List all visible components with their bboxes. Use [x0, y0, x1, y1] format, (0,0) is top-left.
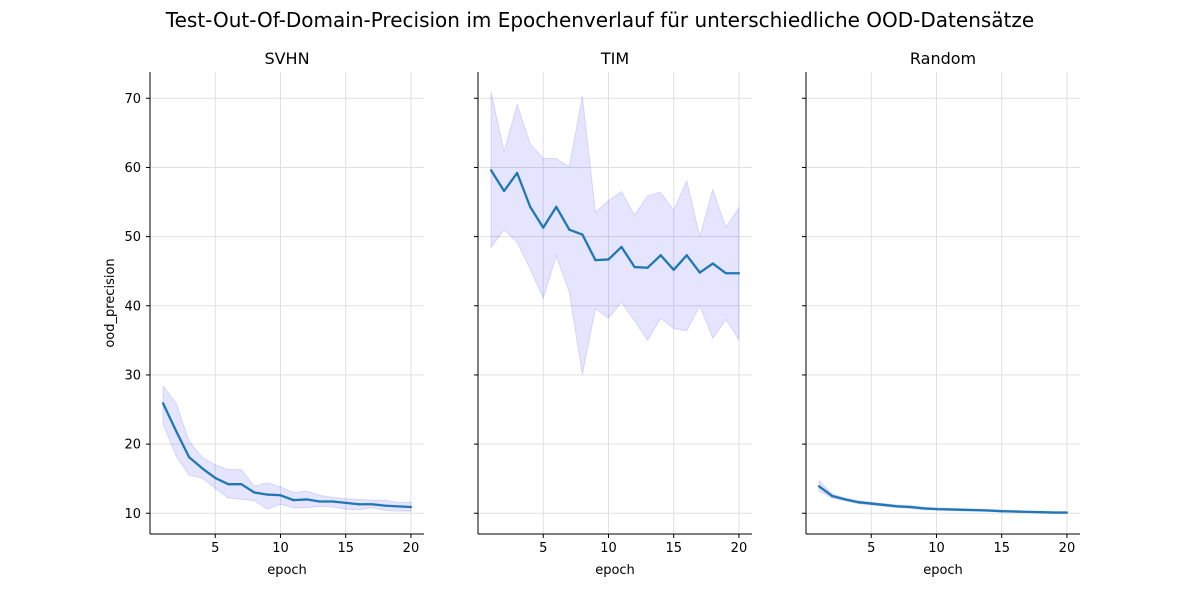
- data-point: [516, 171, 519, 175]
- data-point: [1065, 511, 1069, 514]
- x-tick-label: 10: [928, 541, 945, 556]
- data-point: [607, 258, 610, 261]
- data-point: [529, 205, 532, 208]
- series-line: [490, 169, 739, 275]
- data-point: [857, 501, 860, 504]
- data-point: [542, 226, 545, 229]
- data-point: [737, 272, 741, 275]
- x-tick-label: 5: [211, 541, 219, 556]
- x-axis-label: epoch: [595, 563, 635, 578]
- data-point: [331, 500, 334, 503]
- data-point: [292, 499, 295, 502]
- data-point: [844, 498, 847, 501]
- x-tick-label: 20: [1059, 541, 1076, 556]
- data-point: [633, 265, 636, 269]
- data-point: [161, 402, 165, 405]
- data-point: [883, 503, 886, 507]
- data-point: [568, 228, 571, 231]
- data-point: [830, 494, 834, 498]
- data-point: [620, 245, 623, 249]
- x-tick-label: 10: [272, 541, 289, 556]
- y-tick-label: 60: [124, 161, 141, 176]
- y-axis-label: ood_precision: [103, 258, 118, 347]
- data-point: [685, 254, 688, 257]
- data-point: [214, 476, 217, 480]
- data-point: [646, 266, 649, 269]
- data-point: [253, 491, 256, 494]
- y-tick-label: 30: [124, 368, 141, 383]
- data-point: [1026, 510, 1029, 513]
- panel-random: 5 10 15 20 Random epoch: [802, 49, 1080, 578]
- data-point: [502, 189, 506, 193]
- y-tick-label: 20: [124, 438, 141, 453]
- data-point: [724, 272, 728, 275]
- data-point: [1000, 510, 1003, 513]
- panel-title: TIM: [600, 49, 629, 68]
- panel-title: SVHN: [264, 49, 309, 68]
- data-point: [240, 483, 243, 486]
- data-point: [555, 205, 558, 208]
- data-point: [817, 485, 821, 488]
- data-point: [1039, 511, 1042, 514]
- data-point: [318, 500, 321, 503]
- data-point: [1013, 510, 1016, 513]
- data-point: [581, 233, 584, 236]
- data-point: [266, 493, 269, 496]
- x-axis-label: epoch: [267, 563, 307, 578]
- x-tick-label: 5: [867, 541, 875, 556]
- data-point: [489, 169, 493, 172]
- data-point: [870, 502, 873, 505]
- data-point: [987, 509, 990, 512]
- data-point: [909, 505, 912, 509]
- panel-tim: 5 10 15 20 TIM epoch: [474, 49, 752, 578]
- data-point: [594, 259, 597, 262]
- x-tick-label: 15: [993, 541, 1010, 556]
- x-axis-label: epoch: [923, 563, 963, 578]
- data-point: [305, 498, 308, 501]
- data-point: [279, 494, 282, 497]
- data-point: [1052, 511, 1056, 514]
- x-tick-label: 20: [403, 541, 420, 556]
- series-line: [162, 402, 412, 509]
- panel-svhn: 5 10 15 20 10 20 30 40 50 60 70 SVHN epoch ood_precis…: [103, 49, 424, 578]
- data-point: [974, 509, 977, 512]
- data-point: [961, 508, 964, 511]
- data-point: [174, 429, 178, 433]
- x-tick-label: 10: [600, 541, 617, 556]
- figure-title: Test-Out-Of-Domain-Precision im Epochenv…: [165, 8, 1034, 32]
- y-tick-label: 40: [124, 299, 141, 314]
- data-point: [383, 504, 386, 507]
- data-point: [711, 262, 714, 265]
- data-point: [922, 507, 925, 510]
- data-point: [948, 508, 951, 511]
- y-tick-label: 50: [124, 230, 141, 245]
- x-tick-label: 15: [665, 541, 682, 556]
- data-point: [344, 501, 347, 504]
- panel-title: Random: [910, 49, 976, 68]
- confidence-band: [162, 384, 412, 512]
- confidence-band: [490, 91, 740, 375]
- data-point: [227, 483, 230, 486]
- data-point: [935, 508, 938, 511]
- y-tick-label: 70: [124, 92, 141, 107]
- y-tick-label: 10: [124, 507, 141, 522]
- series-line: [818, 485, 1067, 514]
- data-point: [357, 503, 360, 506]
- data-point: [370, 503, 373, 506]
- data-point: [659, 254, 662, 257]
- data-point: [409, 505, 413, 509]
- x-tick-label: 20: [731, 541, 748, 556]
- x-tick-label: 15: [337, 541, 354, 556]
- data-point: [188, 456, 191, 459]
- data-point: [672, 268, 675, 271]
- x-tick-label: 5: [539, 541, 547, 556]
- data-point: [698, 271, 701, 274]
- data-point: [896, 505, 899, 508]
- data-point: [201, 467, 204, 470]
- data-point: [396, 505, 400, 508]
